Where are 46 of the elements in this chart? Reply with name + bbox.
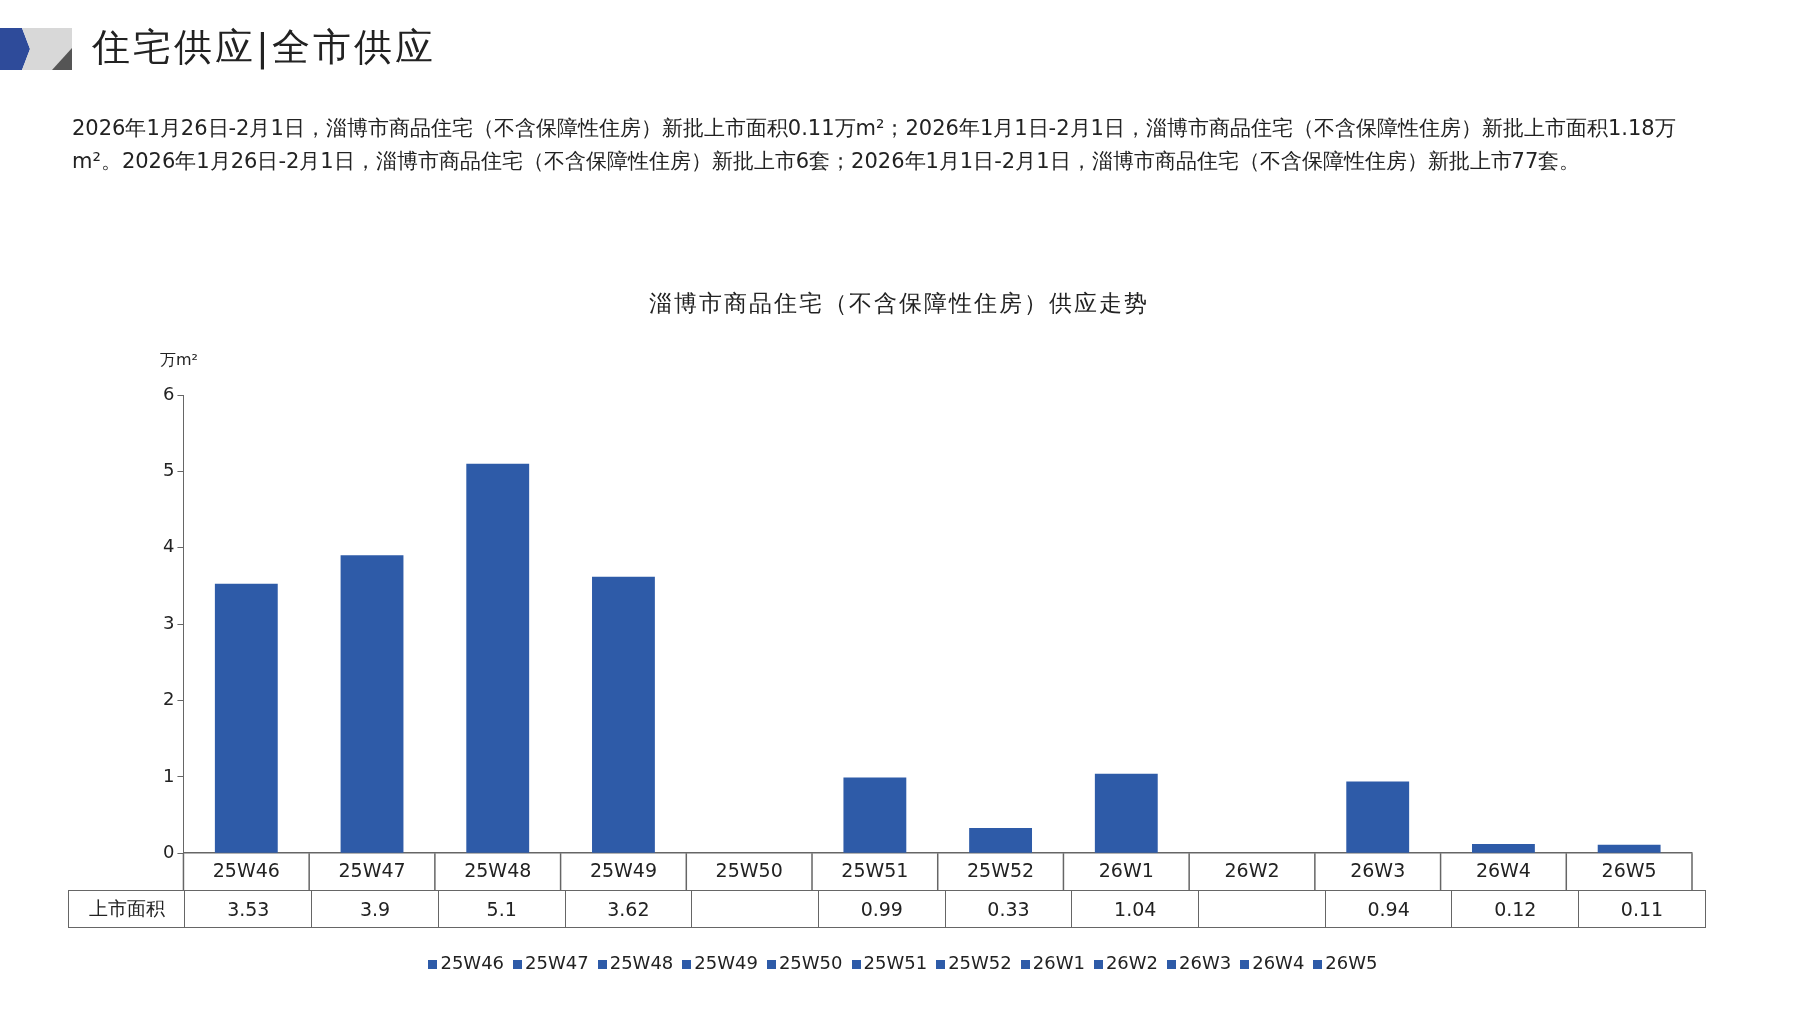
x-tick-label: 26W3 bbox=[1350, 858, 1406, 881]
category-label: 26W5 bbox=[1325, 952, 1378, 973]
y-tick-label: 2 bbox=[163, 688, 175, 710]
x-tick-label: 25W49 bbox=[589, 858, 658, 881]
x-tick-label: 25W52 bbox=[967, 858, 1035, 881]
category-label: 25W51 bbox=[863, 952, 928, 973]
data-label: 5.1 bbox=[438, 890, 566, 928]
y-tick-label: 5 bbox=[163, 459, 175, 481]
x-tick-label: 26W1 bbox=[1098, 858, 1154, 881]
x-tick-label: 25W51 bbox=[841, 858, 909, 881]
category-label: 25W48 bbox=[609, 952, 674, 973]
y-axis-title: 万m² bbox=[160, 350, 198, 371]
x-tick-label: 26W5 bbox=[1601, 858, 1657, 881]
y-tick-label: 4 bbox=[163, 535, 175, 557]
x-tick-label: 26W4 bbox=[1475, 858, 1531, 881]
chart-subtitle: 2026年1月26日-2月1日，淄博市商品住宅（不含保障性住房）新批上市面积0.11万m²；2026年1月1日-2月1日，淄博市商品住宅（不含保障性住房）新批上市面积1.18万m²。2026年1月26日-2月1日，淄博市商品住宅（不含保障性住房）新批上市6套；2026年1月1日-2月1日，淄博市商品住宅（不含保障性住房）新批上市77套。 bbox=[72, 115, 1677, 175]
data-label: 3.53 bbox=[184, 890, 312, 928]
x-tick-label: 25W47 bbox=[338, 858, 406, 881]
data-label: 0.94 bbox=[1325, 890, 1452, 928]
data-label: 0.11 bbox=[1578, 890, 1706, 928]
category-label: 25W46 bbox=[440, 952, 505, 973]
data-label: 0.12 bbox=[1451, 890, 1579, 928]
category-label: 25W50 bbox=[778, 952, 843, 973]
y-tick-label: 0 bbox=[163, 840, 175, 862]
x-tick-label: 25W50 bbox=[715, 858, 783, 881]
text: 住宅供应|全市供应 bbox=[92, 24, 436, 72]
data-label: 3.9 bbox=[311, 890, 439, 928]
x-tick-label: 26W2 bbox=[1224, 858, 1280, 881]
category-label: 26W2 bbox=[1105, 952, 1159, 973]
category-label: 26W1 bbox=[1032, 952, 1085, 973]
x-tick-label: 25W46 bbox=[212, 858, 280, 881]
data-label: 3.62 bbox=[565, 890, 692, 928]
category-label: 25W49 bbox=[694, 952, 758, 973]
x-tick-label: 25W48 bbox=[464, 858, 532, 881]
data-label: 0.99 bbox=[818, 890, 946, 928]
y-tick-label: 3 bbox=[163, 611, 175, 633]
text: 上市面积 bbox=[68, 890, 185, 928]
category-label: 26W4 bbox=[1252, 952, 1305, 973]
data-label: 1.04 bbox=[1071, 890, 1199, 928]
y-tick-label: 1 bbox=[163, 764, 175, 786]
category-label: 25W47 bbox=[525, 952, 589, 973]
y-tick-label: 6 bbox=[163, 382, 175, 404]
data-label: 0.33 bbox=[945, 890, 1072, 928]
category-label: 26W3 bbox=[1179, 952, 1232, 973]
category-label: 25W52 bbox=[948, 952, 1012, 973]
chart-title: 淄博市商品住宅（不含保障性住房）供应走势 bbox=[647, 289, 1150, 318]
